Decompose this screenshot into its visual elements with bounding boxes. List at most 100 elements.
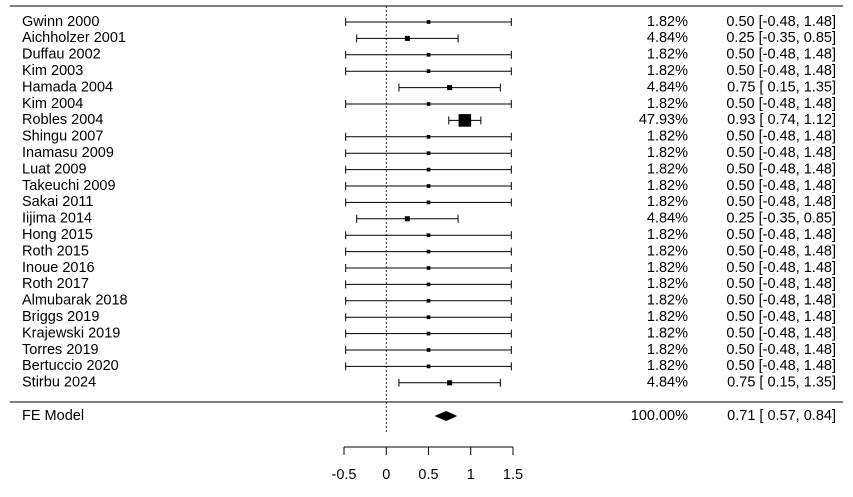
study-label: Takeuchi 2009 [22, 178, 116, 194]
weight-label: 1.82% [647, 325, 688, 341]
estimate-label: 0.50 [-0.48, 1.48] [726, 243, 836, 259]
estimate-label: 0.93 [ 0.74, 1.12] [727, 112, 836, 128]
weight-label: 4.84% [647, 79, 688, 95]
weight-label: 4.84% [647, 30, 688, 46]
summary-estimate: 0.71 [ 0.57, 0.84] [727, 408, 836, 424]
estimate-label: 0.50 [-0.48, 1.48] [726, 145, 836, 161]
estimate-square [458, 114, 472, 127]
study-label: Iijima 2014 [22, 211, 92, 227]
study-label: Gwinn 2000 [22, 14, 99, 30]
estimate-square [426, 298, 431, 303]
estimate-square [426, 266, 431, 270]
weight-label: 1.82% [647, 227, 688, 243]
estimate-label: 0.50 [-0.48, 1.48] [726, 342, 836, 358]
estimate-square [426, 331, 431, 336]
estimate-label: 0.50 [-0.48, 1.48] [726, 14, 836, 30]
study-label: Kim 2004 [22, 96, 83, 112]
study-label: Aichholzer 2001 [22, 30, 126, 46]
study-label: Luat 2009 [22, 161, 87, 177]
estimate-label: 0.50 [-0.48, 1.48] [726, 325, 836, 341]
weight-label: 1.82% [647, 161, 688, 177]
study-label: Briggs 2019 [22, 309, 99, 325]
estimate-label: 0.50 [-0.48, 1.48] [726, 276, 836, 292]
estimate-label: 0.75 [ 0.15, 1.35] [727, 79, 836, 95]
weight-label: 1.82% [647, 358, 688, 374]
x-tick-label: 1 [467, 467, 475, 483]
estimate-square [426, 364, 431, 369]
x-tick-label: 0.5 [418, 467, 438, 483]
weight-label: 1.82% [647, 63, 688, 79]
estimate-square [426, 249, 431, 254]
study-label: Inamasu 2009 [22, 145, 114, 161]
estimate-square [426, 315, 431, 320]
weight-label: 1.82% [647, 129, 688, 145]
estimate-square [404, 216, 410, 222]
study-label: Bertuccio 2020 [22, 358, 119, 374]
estimate-label: 0.25 [-0.35, 0.85] [726, 211, 836, 227]
weight-label: 47.93% [639, 112, 688, 128]
study-label: Almubarak 2018 [22, 293, 128, 309]
weight-label: 1.82% [647, 96, 688, 112]
estimate-label: 0.75 [ 0.15, 1.35] [727, 375, 836, 391]
weight-label: 1.82% [647, 14, 688, 30]
study-label: Hamada 2004 [22, 79, 113, 95]
estimate-square [426, 184, 431, 188]
summary-label: FE Model [22, 408, 84, 424]
estimate-square [426, 200, 431, 205]
weight-label: 1.82% [647, 276, 688, 292]
estimate-label: 0.50 [-0.48, 1.48] [726, 63, 836, 79]
x-tick-label: 1.5 [503, 467, 523, 483]
estimate-label: 0.50 [-0.48, 1.48] [726, 47, 836, 63]
estimate-label: 0.25 [-0.35, 0.85] [726, 30, 836, 46]
estimate-square [426, 20, 431, 24]
estimate-square [447, 85, 453, 91]
study-label: Krajewski 2019 [22, 325, 120, 341]
estimate-square [426, 233, 431, 238]
estimate-square [426, 348, 431, 352]
study-label: Inoue 2016 [22, 260, 95, 276]
estimate-square [426, 134, 431, 139]
study-label: Stirbu 2024 [22, 375, 96, 391]
estimate-square [426, 282, 431, 287]
weight-label: 1.82% [647, 194, 688, 210]
estimate-square [426, 52, 431, 57]
x-tick-label: 0 [382, 467, 390, 483]
study-label: Duffau 2002 [22, 47, 101, 63]
weight-label: 1.82% [647, 342, 688, 358]
estimate-label: 0.50 [-0.48, 1.48] [726, 96, 836, 112]
estimate-label: 0.50 [-0.48, 1.48] [726, 178, 836, 194]
estimate-label: 0.50 [-0.48, 1.48] [726, 293, 836, 309]
estimate-label: 0.50 [-0.48, 1.48] [726, 161, 836, 177]
estimate-label: 0.50 [-0.48, 1.48] [726, 194, 836, 210]
estimate-square [447, 380, 453, 386]
estimate-label: 0.50 [-0.48, 1.48] [726, 260, 836, 276]
study-label: Kim 2003 [22, 63, 83, 79]
weight-label: 1.82% [647, 260, 688, 276]
weight-label: 1.82% [647, 309, 688, 325]
study-label: Robles 2004 [22, 112, 103, 128]
weight-label: 1.82% [647, 47, 688, 63]
study-label: Torres 2019 [22, 342, 99, 358]
estimate-square [426, 167, 431, 172]
study-label: Roth 2015 [22, 243, 89, 259]
weight-label: 1.82% [647, 145, 688, 161]
weight-label: 1.82% [647, 178, 688, 194]
weight-label: 1.82% [647, 293, 688, 309]
summary-weight: 100.00% [631, 408, 688, 424]
study-label: Shingu 2007 [22, 129, 103, 145]
estimate-label: 0.50 [-0.48, 1.48] [726, 129, 836, 145]
summary-diamond [434, 411, 458, 421]
x-tick-label: -0.5 [332, 467, 357, 483]
estimate-square [404, 35, 410, 41]
estimate-square [426, 102, 431, 106]
study-label: Roth 2017 [22, 276, 89, 292]
estimate-square [426, 69, 431, 74]
study-label: Sakai 2011 [22, 194, 93, 210]
estimate-label: 0.50 [-0.48, 1.48] [726, 309, 836, 325]
study-label: Hong 2015 [22, 227, 93, 243]
estimate-label: 0.50 [-0.48, 1.48] [726, 358, 836, 374]
weight-label: 1.82% [647, 243, 688, 259]
estimate-square [426, 151, 431, 156]
weight-label: 4.84% [647, 211, 688, 227]
estimate-label: 0.50 [-0.48, 1.48] [726, 227, 836, 243]
